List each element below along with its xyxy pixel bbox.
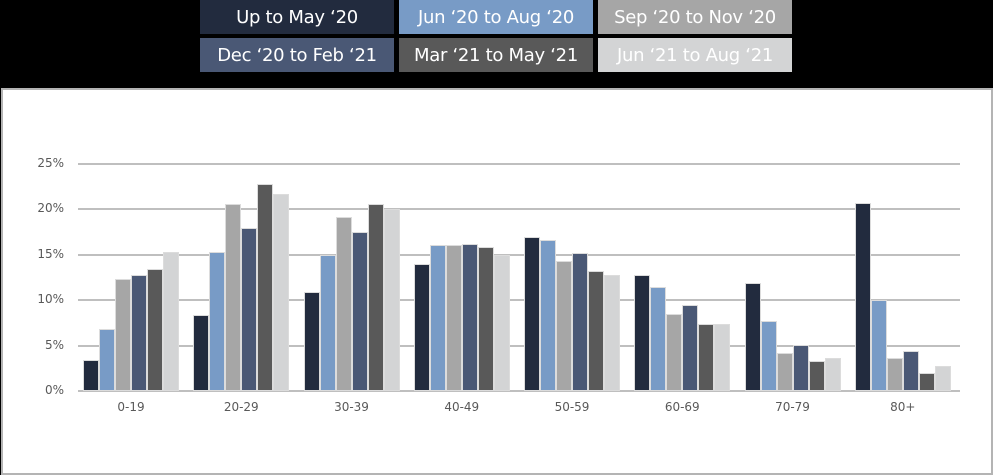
- legend-item: Jun ‘21 to Aug ‘21: [598, 38, 792, 72]
- legend-item: Up to May ‘20: [200, 0, 394, 34]
- bar: [493, 254, 510, 391]
- legend-item: Dec ‘20 to Feb ‘21: [200, 38, 394, 72]
- bar: [115, 279, 131, 391]
- x-tick-label: 60-69: [664, 400, 700, 414]
- y-tick-label: 15%: [37, 246, 64, 261]
- chart-legend: Up to May ‘20 Jun ‘20 to Aug ‘20 Sep ‘20 t…: [200, 0, 795, 73]
- bar: [163, 251, 179, 391]
- bar: [257, 183, 274, 391]
- x-tick-label: 30-39: [334, 400, 369, 414]
- bar: [99, 329, 115, 391]
- gridline: [78, 390, 960, 392]
- x-tick-label: 20-29: [223, 400, 259, 414]
- y-tick-label: 20%: [37, 201, 64, 215]
- gridline: [78, 208, 960, 210]
- legend-item: Sep ‘20 to Nov ‘20: [598, 0, 792, 34]
- gridline: [78, 344, 960, 347]
- bar: [714, 323, 731, 391]
- bar: [650, 287, 667, 391]
- bar: [225, 203, 242, 391]
- bar: [886, 358, 903, 391]
- bar: [147, 269, 163, 391]
- bar: [319, 255, 336, 391]
- bar: [131, 274, 147, 391]
- bar: [682, 305, 699, 391]
- y-tick-label: 10%: [37, 292, 64, 306]
- x-tick-label: 70-79: [775, 400, 810, 414]
- bar: [792, 344, 809, 391]
- bar: [588, 270, 604, 391]
- bar: [241, 228, 258, 391]
- bar: [83, 360, 99, 391]
- bar: [193, 315, 210, 391]
- bar: [934, 365, 951, 391]
- bar: [445, 245, 462, 391]
- bar: [902, 350, 919, 391]
- bar: [461, 244, 478, 391]
- bar: [477, 247, 494, 391]
- gridline: [78, 162, 960, 165]
- y-tick-label: 5%: [44, 337, 64, 352]
- bar: [760, 320, 777, 391]
- bar: [918, 372, 935, 391]
- legend-item: Mar ‘21 to May ‘21: [399, 38, 593, 72]
- bar: [870, 300, 887, 391]
- y-tick-label: 25%: [37, 155, 64, 170]
- bar: [808, 360, 825, 391]
- legend-item: Jun ‘20 to Aug ‘20: [399, 0, 593, 34]
- bar: [666, 313, 683, 391]
- bar: [698, 323, 715, 391]
- x-tick-label: 40-49: [444, 400, 480, 414]
- bar: [209, 251, 226, 391]
- y-tick-label: 0%: [44, 383, 64, 397]
- bar: [634, 274, 651, 391]
- x-tick-label: 50-59: [554, 400, 590, 414]
- x-tick-label: 80+: [890, 400, 916, 414]
- bar: [273, 193, 290, 391]
- bar: [776, 352, 793, 391]
- bar: [303, 291, 320, 391]
- bar: [335, 217, 352, 391]
- gridline: [78, 299, 960, 301]
- bar: [854, 202, 871, 391]
- bar: [524, 237, 540, 391]
- bar: [556, 260, 572, 391]
- bar: [540, 239, 556, 391]
- bar: [383, 209, 400, 391]
- bar: [572, 252, 588, 391]
- bar: [413, 263, 430, 391]
- bar: [351, 231, 368, 391]
- gridline: [78, 253, 960, 256]
- bar: [824, 358, 841, 391]
- bar: [429, 245, 446, 391]
- bar: [367, 203, 384, 391]
- x-tick-label: 0-19: [117, 400, 145, 414]
- bar: [604, 274, 620, 391]
- bar: [744, 282, 761, 391]
